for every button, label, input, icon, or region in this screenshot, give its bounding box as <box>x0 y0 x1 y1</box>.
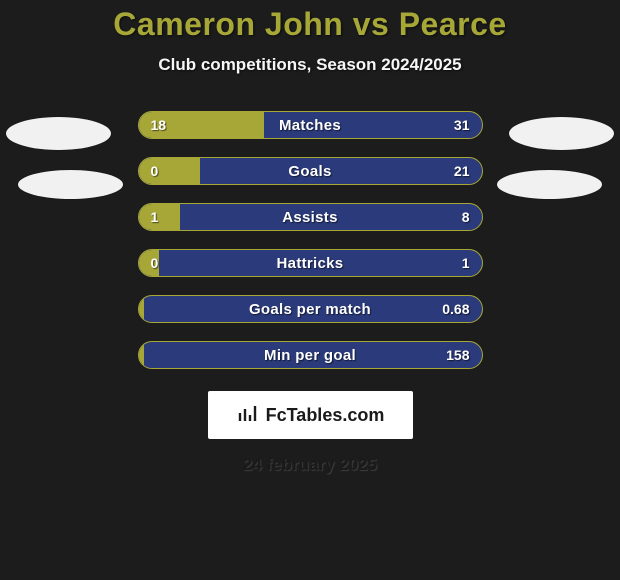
player-left-avatar <box>6 117 111 150</box>
page-title: Cameron John vs Pearce <box>0 0 620 43</box>
bar-list: 1831Matches 021Goals 18Assists 01Hattricks 0… <box>138 111 483 369</box>
team-right-avatar <box>497 170 602 199</box>
player-right-avatar <box>509 117 614 150</box>
site-logo-text: FcTables.com <box>266 405 385 426</box>
team-left-avatar <box>18 170 123 199</box>
site-logo-badge: FcTables.com <box>208 391 413 439</box>
footer-date: 24 february 2025 <box>0 455 620 475</box>
bar-row: 0.68Goals per match <box>138 295 483 323</box>
bar-row: 01Hattricks <box>138 249 483 277</box>
subtitle: Club competitions, Season 2024/2025 <box>0 55 620 75</box>
bar-row: 1831Matches <box>138 111 483 139</box>
bar-row: 021Goals <box>138 157 483 185</box>
bar-label: Matches <box>139 112 482 138</box>
infographic-root: Cameron John vs Pearce Club competitions… <box>0 0 620 580</box>
bar-label: Assists <box>139 204 482 230</box>
bar-label: Goals per match <box>139 296 482 322</box>
bar-row: 18Assists <box>138 203 483 231</box>
bar-label: Min per goal <box>139 342 482 368</box>
bar-label: Hattricks <box>139 250 482 276</box>
bar-row: 158Min per goal <box>138 341 483 369</box>
bar-label: Goals <box>139 158 482 184</box>
bar-chart-icon <box>236 401 260 430</box>
comparison-chart: 1831Matches 021Goals 18Assists 01Hattricks 0… <box>0 111 620 369</box>
